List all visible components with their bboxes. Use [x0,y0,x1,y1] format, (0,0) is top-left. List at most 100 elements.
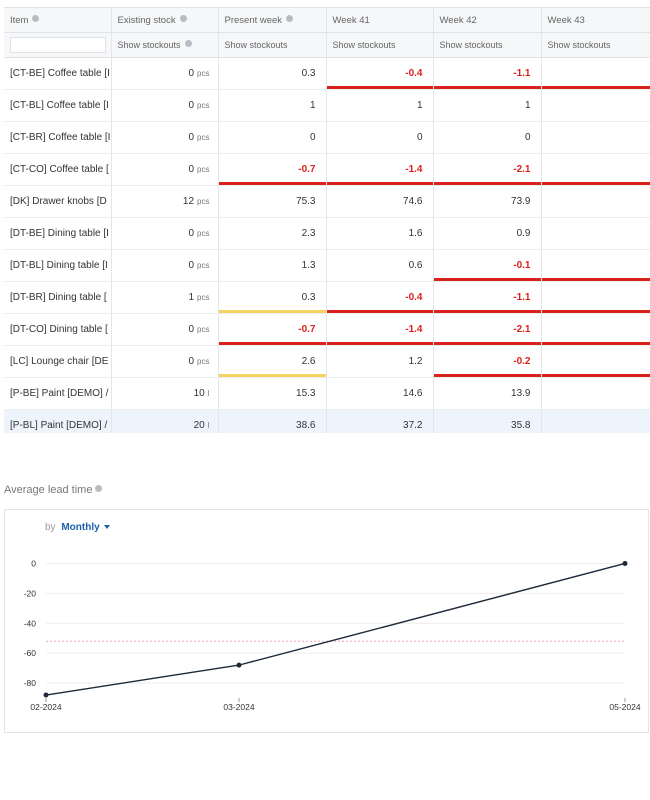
forecast-value-cell: 0 [541,121,650,154]
data-point[interactable] [622,560,628,566]
forecast-value-cell: -2.8 [541,153,650,186]
info-icon[interactable] [286,14,294,22]
info-icon[interactable] [184,40,192,47]
item-name-cell[interactable]: [P-BL] Paint [DEMO] / [4,409,112,433]
column-header-0[interactable]: Item [4,7,112,33]
stock-value: 0 [188,132,195,143]
column-header-3[interactable]: Week 41 [326,7,434,33]
table-subheader-row: Show stockouts Show stockouts Show stockou… [4,32,650,58]
forecast-value-cell: 73.9 [433,185,542,218]
show-stockouts-toggle[interactable]: Show stockouts [218,32,327,58]
item-filter-input[interactable] [10,37,106,53]
item-name-cell[interactable]: [DT-BL] Dining table [I [4,249,112,282]
table-row[interactable]: [DT-CO] Dining table [0pcs-0.7-1.4-2.1-2… [4,313,650,346]
item-name-cell[interactable]: [DT-BE] Dining table [I [4,217,112,250]
table-row[interactable]: [CT-BE] Coffee table [I0pcs0.3-0.4-1.1-1… [4,57,650,90]
show-stockouts-toggle[interactable]: Show stockouts [111,32,219,58]
x-tick-label: 02-2024 [30,702,61,712]
stock-value: 0 [188,324,195,335]
existing-stock-cell: 0 pcs [111,217,219,250]
forecast-value-cell: -0.7 [218,153,327,186]
forecast-table: Item Existing stock Present week Week 41 Wee… [4,7,650,433]
forecast-value-cell: 0.3 [218,57,327,90]
forecast-value-cell: 73.2 [541,185,650,218]
column-header-5[interactable]: Week 43 [541,7,650,33]
item-name-cell[interactable]: [CT-BL] Coffee table [I [4,89,112,122]
forecast-value-cell: -1.4 [326,153,434,186]
forecast-value-cell: -1.4 [326,313,434,346]
y-tick-label: -40 [24,618,37,628]
stock-value: 0 [188,228,195,239]
caret-down-icon [103,525,110,529]
existing-stock-cell: 12 pcs [111,185,219,218]
forecast-value-cell: 37.2 [326,409,434,433]
column-header-label: Week 41 [332,14,370,26]
existing-stock-cell: 0 pcs [111,153,219,186]
item-name-cell[interactable]: [CT-CO] Coffee table [ [4,153,112,186]
info-icon[interactable] [32,14,40,22]
forecast-value-cell: 0.6 [326,249,434,282]
y-tick-label: -60 [24,648,37,658]
existing-stock-cell: 0 pcs [111,345,219,378]
show-stockouts-toggle[interactable]: Show stockouts [541,32,650,58]
show-stockouts-label: Show stockouts [117,40,181,50]
forecast-value-cell: 0 [433,121,542,154]
item-name-cell[interactable]: [CT-BE] Coffee table [I [4,57,112,90]
forecast-value-cell: 1.6 [326,217,434,250]
forecast-value-cell: 0 [218,121,327,154]
data-point[interactable] [236,662,242,668]
stock-unit: pcs [197,357,210,366]
forecast-value-cell: -2.1 [433,313,542,346]
item-name-cell[interactable]: [CT-BR] Coffee table [I [4,121,112,154]
x-tick-label: 05-2024 [609,702,640,712]
column-header-2[interactable]: Present week [218,7,327,33]
stock-value: 0 [188,164,195,175]
table-row[interactable]: [CT-BR] Coffee table [I0pcs0000 [4,121,650,154]
data-point[interactable] [43,692,49,698]
item-name-cell[interactable]: [P-BE] Paint [DEMO] / [4,377,112,410]
info-icon[interactable] [95,485,103,492]
show-stockouts-toggle[interactable]: Show stockouts [433,32,542,58]
forecast-value-cell: -0.4 [326,281,434,314]
item-filter-cell [4,32,112,58]
stock-value: 1 [188,292,195,303]
lead-time-chart-panel: by Monthly 0 -20 -40 -60 -80 02-2024 03-2024 05… [4,509,649,733]
table-row[interactable]: [DK] Drawer knobs [D12pcs75.374.673.973.… [4,185,650,218]
forecast-value-cell: 2.3 [218,217,327,250]
column-header-4[interactable]: Week 42 [433,7,542,33]
column-header-label: Existing stock [117,14,176,26]
forecast-value-cell: -1.6 [541,345,650,378]
item-name-cell[interactable]: [LC] Lounge chair [DE [4,345,112,378]
forecast-value-cell: 14.6 [326,377,434,410]
info-icon[interactable] [179,14,187,22]
table-row[interactable]: [CT-CO] Coffee table [0pcs-0.7-1.4-2.1-2… [4,153,650,186]
table-row[interactable]: [CT-BL] Coffee table [I0pcs1111 [4,89,650,122]
stock-unit: pcs [197,165,210,174]
period-dropdown[interactable]: Monthly [61,522,110,533]
show-stockouts-label: Show stockouts [547,40,611,50]
forecast-value-cell: 0.9 [433,217,542,250]
forecast-value-cell: -0.1 [433,249,542,282]
table-row[interactable]: [DT-BR] Dining table [1pcs0.3-0.4-1.1-1.… [4,281,650,314]
item-name-cell[interactable]: [DK] Drawer knobs [D [4,185,112,218]
forecast-value-cell: 1 [218,89,327,122]
column-header-1[interactable]: Existing stock [111,7,219,33]
stock-value: 20 [193,420,205,431]
show-stockouts-label: Show stockouts [439,40,503,50]
item-name-cell[interactable]: [DT-BR] Dining table [ [4,281,112,314]
existing-stock-cell: 0 pcs [111,249,219,282]
stock-value: 0 [188,356,195,367]
existing-stock-cell: 0 pcs [111,121,219,154]
table-row[interactable]: [DT-BL] Dining table [I0pcs1.30.6-0.1-0.… [4,249,650,282]
forecast-table-container: Item Existing stock Present week Week 41 Wee… [4,7,650,433]
show-stockouts-toggle[interactable]: Show stockouts [326,32,434,58]
forecast-value-cell: -0.4 [326,57,434,90]
stock-unit: pcs [197,101,210,110]
stock-unit: pcs [197,197,210,206]
forecast-value-cell: 1.2 [326,345,434,378]
item-name-cell[interactable]: [DT-CO] Dining table [ [4,313,112,346]
